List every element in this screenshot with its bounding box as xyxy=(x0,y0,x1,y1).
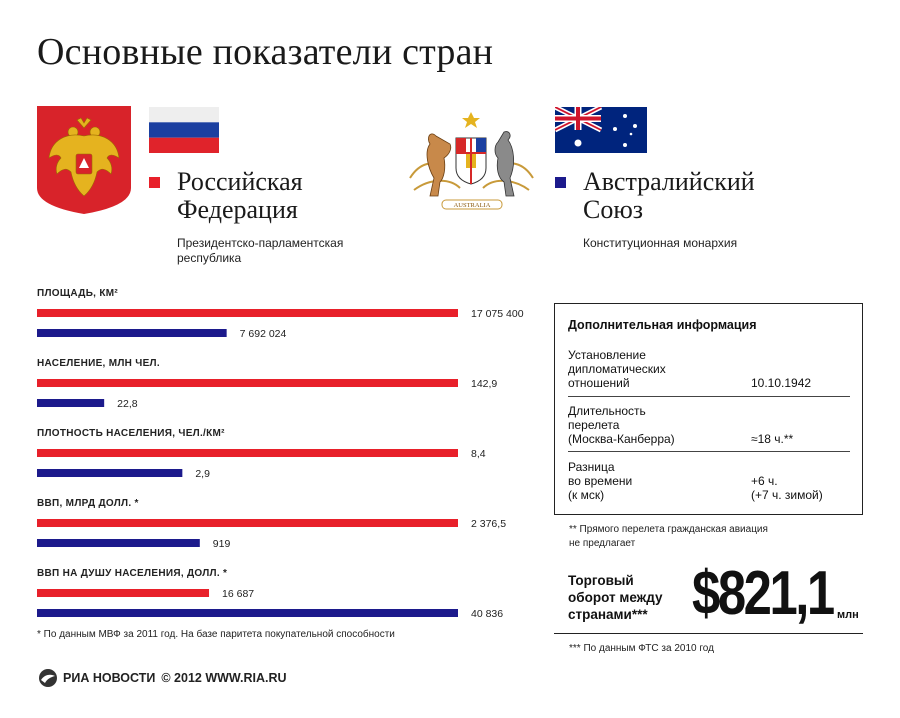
footnote-flight: ** Прямого перелета гражданская авиация … xyxy=(569,524,768,549)
ria-logo-brand: РИА НОВОСТИ xyxy=(63,671,156,685)
trade-label: Торговый оборот между странами*** xyxy=(568,573,663,622)
bar-value-label: 7 692 024 xyxy=(240,328,287,340)
bar-russia xyxy=(37,519,458,527)
category-label: ПЛОЩАДЬ, КМ² xyxy=(37,288,118,299)
russia-legend-marker xyxy=(149,177,160,188)
info-title: Дополнительная информация xyxy=(568,318,757,332)
russia-coat-of-arms-icon xyxy=(37,106,131,214)
australia-coat-of-arms-icon: AUSTRALIA xyxy=(409,112,534,210)
page-title: Основные показатели стран xyxy=(37,31,494,73)
russia-name: Российская Федерация xyxy=(177,167,303,224)
bar-value-label: 40 836 xyxy=(471,608,503,620)
category-label: ВВП НА ДУШУ НАСЕЛЕНИЯ, ДОЛЛ. * xyxy=(37,568,227,579)
bar-value-label: 142,9 xyxy=(471,378,497,390)
bar-russia xyxy=(37,589,210,597)
info-box: Дополнительная информация Установление д… xyxy=(554,303,863,515)
australia-motto: AUSTRALIA xyxy=(454,202,491,209)
info-label: Длительность перелета (Москва-Канберра) xyxy=(568,404,675,446)
footnote-imf: * По данным МВФ за 2011 год. На базе пар… xyxy=(37,629,395,640)
bar-australia xyxy=(37,539,200,547)
info-value: 10.10.1942 xyxy=(751,376,812,390)
info-row: Разница во времени (к мск) +6 ч. (+7 ч. … xyxy=(568,460,850,508)
info-row: Установление дипломатических отношений 1… xyxy=(568,348,850,397)
bar-value-label: 2 376,5 xyxy=(471,518,506,530)
trade-value: $821,1 xyxy=(692,559,835,628)
australia-government: Конституционная монархия xyxy=(583,236,738,250)
info-row: Длительность перелета (Москва-Канберра) … xyxy=(568,404,850,452)
bar-australia xyxy=(37,329,227,337)
trade-box: Торговый оборот между странами*** $821,1… xyxy=(554,552,863,634)
bar-value-label: 16 687 xyxy=(222,588,254,600)
info-label: Установление дипломатических отношений xyxy=(568,348,666,390)
bar-value-label: 2,9 xyxy=(195,468,210,480)
bar-australia xyxy=(37,609,458,617)
russia-flag-icon xyxy=(149,107,219,153)
bar-russia xyxy=(37,309,458,317)
category-label: ВВП, МЛРД ДОЛЛ. * xyxy=(37,498,139,509)
bar-value-label: 8,4 xyxy=(471,448,486,460)
info-value: ≈18 ч.** xyxy=(751,432,794,446)
bar-value-label: 919 xyxy=(213,538,231,550)
bar-australia xyxy=(37,469,183,477)
category-label: ПЛОТНОСТЬ НАСЕЛЕНИЯ, ЧЕЛ./КМ² xyxy=(37,428,225,439)
info-label: Разница во времени (к мск) xyxy=(568,460,633,502)
bar-value-label: 17 075 400 xyxy=(471,308,524,320)
category-label: НАСЕЛЕНИЕ, МЛН ЧЕЛ. xyxy=(37,358,160,369)
trade-unit: млн xyxy=(837,609,859,621)
australia-name: Австралийский Союз xyxy=(583,167,755,224)
ria-logo-copyright: © 2012 WWW.RIA.RU xyxy=(161,671,287,685)
australia-flag-icon xyxy=(555,107,647,153)
bar-russia xyxy=(37,449,458,457)
bar-russia xyxy=(37,379,458,387)
comparison-bar-chart: ПЛОЩАДЬ, КМ² 17 075 400 7 692 024 НАСЕЛЕНИЕ… xyxy=(37,288,524,620)
australia-legend-marker xyxy=(555,177,566,188)
ria-logo-icon xyxy=(39,669,57,687)
bar-australia xyxy=(37,399,105,407)
bar-value-label: 22,8 xyxy=(117,398,138,410)
footnote-fts: *** По данным ФТС за 2010 год xyxy=(569,643,714,654)
info-value: +6 ч. (+7 ч. зимой) xyxy=(751,474,823,502)
ria-logo: РИА НОВОСТИ © 2012 WWW.RIA.RU xyxy=(37,668,287,688)
russia-government: Президентско-парламентская республика xyxy=(177,236,344,265)
